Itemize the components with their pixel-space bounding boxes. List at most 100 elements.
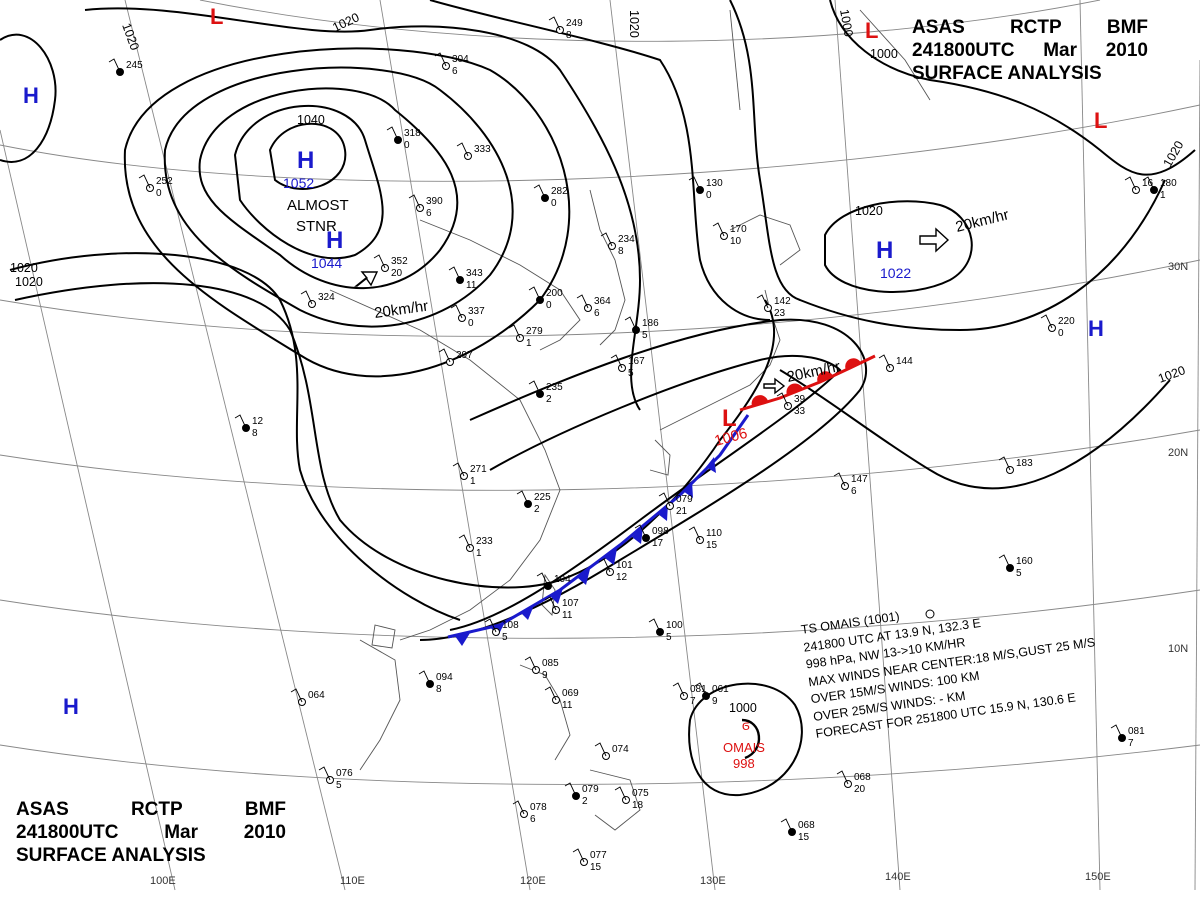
- wind-barb-icon: [658, 492, 671, 507]
- station-pressure: 39: [794, 394, 806, 405]
- warm-front-bump: [786, 383, 803, 395]
- station-pressure: 144: [896, 356, 913, 367]
- station-pressure: 170: [730, 224, 747, 235]
- isobar-label: 1020: [15, 275, 43, 289]
- station-pressure: 324: [318, 292, 335, 303]
- wind-barb-icon: [458, 534, 471, 549]
- station-pressure: 069: [562, 688, 579, 699]
- isobar-label: 1020: [627, 10, 641, 38]
- cold-front-pip: [658, 504, 668, 521]
- wind-barb-icon: [1142, 176, 1155, 191]
- station-pressure: 064: [308, 690, 325, 701]
- station-tendency: 6: [452, 66, 458, 77]
- header-station-code: RCTP: [130, 799, 183, 820]
- station-pressure: 074: [612, 744, 629, 755]
- station-pressure: 220: [1058, 316, 1075, 327]
- station-tendency: 0: [551, 198, 557, 209]
- station-pressure: 110: [706, 528, 722, 539]
- lon-label: 120E: [520, 875, 546, 887]
- warm-front-bump: [817, 371, 833, 383]
- almost-stnr-line2: STNR: [296, 218, 337, 235]
- station-plot: 128: [234, 414, 264, 439]
- arrow-right-icon: [763, 377, 786, 395]
- cold-front-pip: [455, 633, 470, 646]
- station-pressure: 318: [404, 128, 421, 139]
- lat-label: 30N: [1168, 261, 1188, 273]
- station-pressure: 225: [534, 492, 551, 503]
- station-tendency: 5: [628, 368, 634, 379]
- meridian-130e: [609, 0, 716, 891]
- header-month: Mar: [1043, 40, 1077, 61]
- wind-barb-icon: [833, 472, 846, 487]
- wind-barb-icon: [600, 232, 613, 247]
- station-pressure: 200: [546, 288, 563, 299]
- typhoon-symbol-icon: [925, 609, 935, 619]
- station-pressure: 180: [1160, 178, 1177, 189]
- wind-barb-icon: [524, 656, 537, 671]
- wind-barb-icon: [576, 294, 589, 309]
- header-station-id: ASAS: [912, 17, 965, 38]
- station-pressure: 098: [652, 526, 669, 537]
- wind-barb-icon: [318, 766, 331, 781]
- header-time: 241800UTC: [912, 40, 1015, 61]
- lat-label: 20N: [1168, 447, 1188, 459]
- station-tendency: 8: [566, 30, 572, 41]
- motion-arrows: [354, 227, 950, 395]
- isobar-label: 1020: [119, 21, 142, 52]
- cold-front-pip: [578, 569, 590, 585]
- station-tendency: 1: [470, 476, 476, 487]
- wind-barb-icon: [484, 618, 497, 633]
- wind-barb-icon: [780, 818, 793, 833]
- station-tendency: 6: [594, 308, 600, 319]
- station-tendency: 1: [1160, 190, 1166, 201]
- almost-stnr-line1: ALMOST: [287, 197, 349, 214]
- station-pressure: 183: [1016, 458, 1033, 469]
- wind-barb-icon: [648, 618, 661, 633]
- arrow-southeast-icon: [354, 271, 379, 287]
- parallel-50n: [199, 0, 1101, 42]
- station-plot: 183: [998, 456, 1033, 474]
- isobar-1020-pacific: [779, 369, 1171, 490]
- wind-barb-icon: [776, 392, 789, 407]
- station-pressure: 297: [456, 350, 473, 361]
- typhoon-isobar-label: 1000: [729, 701, 757, 715]
- wind-barb-icon: [528, 286, 541, 301]
- typhoon-omais: 1000 ϭ OMAIS 998: [723, 609, 935, 771]
- wind-barb-icon: [610, 354, 623, 369]
- station-pressure: 252: [156, 176, 173, 187]
- high-center-east: H: [1088, 316, 1104, 341]
- isobar-1020-west: [9, 252, 461, 621]
- station-pressure: 249: [566, 18, 583, 29]
- parallel-20n: [0, 429, 1200, 491]
- station-plot: 333: [456, 142, 491, 160]
- station-pressure: 079: [676, 494, 693, 505]
- cold-front-pip: [605, 548, 617, 565]
- wind-barb-icon: [998, 456, 1011, 471]
- station-plot: 324: [300, 290, 335, 308]
- coast-china-east: [329, 289, 561, 641]
- station-pressure: 108: [502, 620, 519, 631]
- wind-barb-icon: [1040, 314, 1053, 329]
- station-tendency: 18: [632, 800, 644, 811]
- wind-barb-icon: [836, 770, 849, 785]
- parallel-40n: [0, 104, 1200, 182]
- wind-barb-icon: [594, 742, 607, 757]
- station-pressure: 279: [526, 326, 543, 337]
- station-tendency: 0: [404, 140, 410, 151]
- isobar-label: 1000: [837, 8, 856, 38]
- low-center-1006: L: [722, 405, 737, 432]
- coast-mindanao: [589, 769, 641, 831]
